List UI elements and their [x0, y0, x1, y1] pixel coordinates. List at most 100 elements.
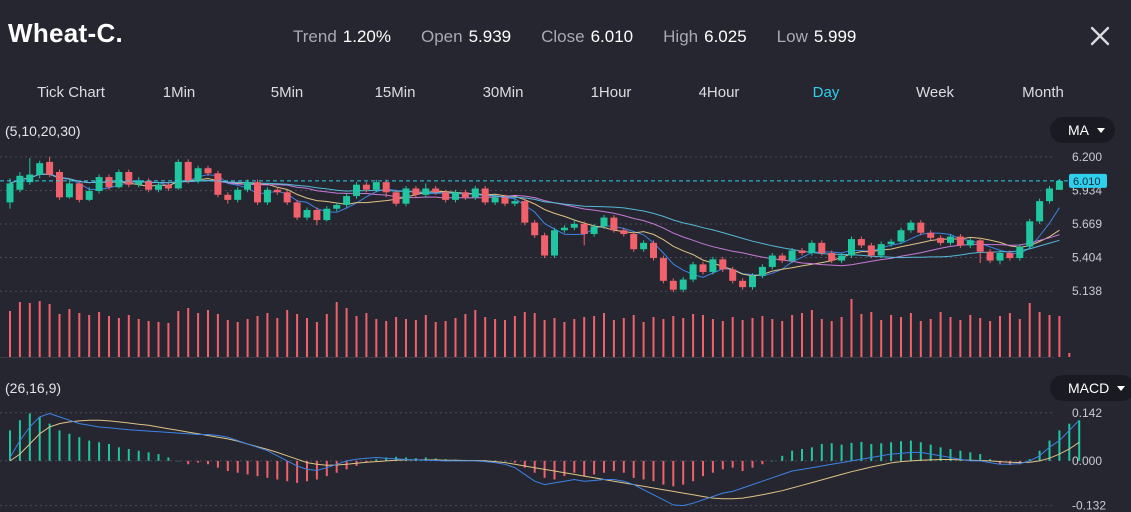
tab-30min[interactable]: 30Min — [482, 84, 524, 101]
macd-histogram-bar — [137, 450, 140, 461]
macd-histogram-bar — [38, 416, 41, 461]
candle-body — [244, 182, 252, 190]
ma-indicator-label: MA — [1068, 122, 1089, 138]
volume-bar — [761, 316, 764, 357]
candle — [333, 202, 341, 212]
candle — [392, 189, 400, 207]
volume-bar — [929, 319, 932, 357]
tab-4hour[interactable]: 4Hour — [698, 84, 740, 101]
candle-body — [214, 173, 222, 195]
timeframe-tabs: Tick Chart 1Min 5Min 15Min 30Min 1Hour 4… — [0, 80, 1131, 106]
macd-histogram-bar — [662, 460, 665, 485]
candle — [600, 215, 608, 229]
candle-body — [65, 183, 73, 198]
candle — [1026, 218, 1034, 250]
volume-bar — [830, 321, 833, 357]
candle-body — [867, 245, 875, 256]
volume-bar — [68, 309, 71, 357]
volume-bar — [731, 317, 734, 357]
candle-body — [976, 240, 984, 252]
volume-bar — [692, 314, 695, 357]
candle — [758, 264, 766, 279]
close-button[interactable] — [1088, 24, 1112, 48]
macd-histogram-bar — [573, 460, 576, 473]
tab-1hour[interactable]: 1Hour — [590, 84, 632, 101]
candle — [85, 187, 93, 202]
volume-bar — [880, 320, 883, 357]
macd-histogram-bar — [642, 460, 645, 480]
candle — [36, 160, 44, 179]
macd-histogram-bar — [197, 460, 200, 463]
candle — [739, 278, 747, 290]
tab-1min[interactable]: 1Min — [162, 84, 196, 101]
tab-day[interactable]: Day — [812, 84, 840, 101]
candle-body — [1036, 201, 1044, 222]
candle-body — [788, 250, 796, 261]
candle — [432, 185, 440, 195]
macd-indicator-select[interactable]: MACD — [1050, 375, 1131, 401]
candle-body — [75, 183, 83, 200]
volume-bar — [909, 313, 912, 357]
candle-body — [887, 241, 895, 245]
volume-bar — [781, 321, 784, 357]
volume-bar — [117, 318, 120, 357]
candle-body — [838, 255, 846, 261]
volume-bar — [949, 317, 952, 357]
volume-bar — [682, 318, 685, 357]
macd-histogram-bar — [632, 460, 635, 478]
tab-week[interactable]: Week — [915, 84, 955, 101]
volume-bar — [424, 315, 427, 357]
candle-body — [283, 192, 291, 203]
candle-body — [699, 264, 707, 272]
candle-body — [640, 242, 648, 250]
candle-body — [669, 280, 677, 290]
candle — [1016, 244, 1024, 261]
candle-body — [263, 189, 271, 203]
volume-bar — [127, 315, 130, 357]
candle-body — [560, 227, 568, 231]
candle-body — [808, 242, 816, 253]
volume-bar — [702, 315, 704, 357]
macd-histogram-bar — [216, 460, 219, 468]
volume-bar — [177, 311, 180, 357]
candle — [353, 182, 360, 199]
candle-body — [333, 204, 341, 209]
volume-bar — [1068, 353, 1071, 357]
candle — [640, 240, 648, 252]
volume-bar — [375, 319, 378, 357]
tab-15min[interactable]: 15Min — [374, 84, 416, 101]
candle — [966, 237, 974, 248]
candle-body — [877, 244, 885, 256]
volume-bar — [1058, 316, 1061, 357]
candle — [521, 198, 529, 226]
candle — [630, 231, 638, 252]
candle — [283, 189, 291, 205]
candle — [897, 227, 905, 245]
macd-histogram-bar — [959, 450, 962, 461]
macd-histogram-bar — [969, 452, 972, 461]
candle — [531, 220, 539, 238]
volume-bar — [563, 322, 566, 357]
candle-body — [412, 188, 420, 195]
candle — [452, 189, 459, 203]
volume-bar — [395, 317, 398, 357]
candle-body — [254, 182, 261, 203]
candle-body — [551, 230, 558, 256]
candle-body — [432, 188, 440, 193]
macd-histogram-bar — [1078, 420, 1081, 461]
tab-tick-chart[interactable]: Tick Chart — [37, 84, 105, 101]
macd-histogram-bar — [830, 443, 833, 461]
candle — [442, 189, 450, 203]
macd-histogram-bar — [296, 460, 299, 483]
tab-month[interactable]: Month — [1022, 84, 1064, 101]
volume-bar — [1008, 313, 1011, 357]
ma-indicator-select[interactable]: MA — [1050, 117, 1115, 143]
stat-low-value: 5.999 — [813, 27, 857, 46]
candle — [927, 230, 935, 241]
volume-bar — [672, 316, 675, 357]
tab-5min[interactable]: 5Min — [270, 84, 304, 101]
candle-body — [105, 177, 113, 188]
volume-bar — [870, 312, 873, 357]
volume-bar — [187, 308, 190, 357]
